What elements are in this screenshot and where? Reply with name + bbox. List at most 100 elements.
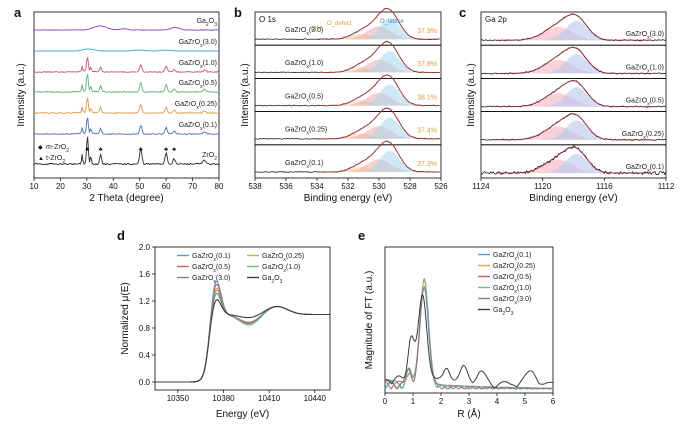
xanes-line [155,280,330,383]
o1s-defect-pct: 37.8% [417,61,437,68]
o1s-x-tick-label: 532 [341,182,355,191]
exafs-x-tick-label: 0 [383,397,388,406]
xrd-line [33,74,220,94]
xanes-x-tick-label: 10350 [167,394,190,403]
peak-marker: ♣ [164,147,168,153]
panel-letter-e: e [358,228,365,243]
exafs-legend-label: GaZrOx(3.0) [493,296,531,306]
panel-c-title: Ga 2p [485,15,507,24]
panel-c-xlabel: Binding energy (eV) [529,193,617,204]
exafs-legend-label: GaZrOx(0.25) [493,263,535,273]
xanes-y-tick-label: 1.2 [139,297,151,306]
ga2p-series-label: GaZrOx(0.25) [622,131,664,141]
ga2p-x-tick-label: 1120 [534,182,552,191]
exafs-x-tick-label: 4 [495,397,500,406]
o1s-component [317,100,441,106]
peak-marker: ♣ [172,147,176,153]
xrd-x-tick-label: 60 [162,182,171,191]
xrd-series-label: GaZrOx(0.5) [179,80,217,90]
xanes-legend-label: GaZrOx(1.0) [262,264,300,274]
exafs-line [384,293,554,389]
xrd-series-label: GaZrOx(0.25) [175,101,217,111]
xanes-x-tick-label: 10440 [304,394,327,403]
o1s-fit [317,41,440,73]
xps-ga2p-box [480,144,667,179]
xrd-series-label: Ga2O3 [197,18,218,28]
xanes-line [155,283,330,383]
ga2p-x-tick-label: 1116 [596,182,613,191]
o1s-x-tick-label: 530 [372,182,386,191]
o1s-fit [317,107,440,140]
xrd-series-label: GaZrOx(0.1) [179,122,217,132]
o1s-component [317,150,441,172]
xps-o1s-box [254,44,442,79]
xps-o1s-box [254,111,442,146]
xanes-line [155,292,330,383]
panel-a-xlabel: 2 Theta (degree) [89,193,163,204]
o1s-series-label: GaZrOx(1.0) [285,60,323,70]
panel-b-xlabel: Binding energy (eV) [304,193,392,204]
panel-letter-a: a [14,5,22,20]
ga2p-component [496,153,651,173]
xanes-line [155,287,330,383]
ga2p-fit [496,146,651,174]
xrd-x-tick-label: 50 [135,182,144,191]
ga2p-component [496,20,651,41]
ga2p-x-tick-label: 1124 [472,182,490,191]
xanes-line [155,289,330,383]
xrd-line [33,57,220,73]
xrd-x-tick-label: 30 [82,182,91,191]
xrd-series-label: ZrO2 [202,152,217,162]
xrd-line [33,117,220,135]
xrd-line [33,48,220,52]
xanes-y-tick-label: 2.0 [139,243,151,252]
o1s-spectrum [254,107,440,140]
xrd-x-tick-label: 70 [188,182,197,191]
exafs-legend-label: Ga2O3 [493,307,514,317]
panel-letter-b: b [234,5,242,20]
panel-e-xlabel: R (Å) [457,407,480,420]
xanes-y-tick-label: 0.4 [139,351,151,360]
exafs-legend-label: GaZrOx(0.5) [493,274,531,284]
o1s-component [317,84,441,106]
panel-letter-c: c [459,5,466,20]
o1s-spectrum [254,74,440,107]
o1s-spectrum [254,40,440,74]
xrd-line [34,136,220,166]
ga2p-x-tick-label: 1112 [658,182,675,191]
peak-marker: ♣ [139,147,143,153]
xrd-x-tick-label: 80 [215,182,224,191]
o1s-annot-defect: O_defect [327,21,352,27]
panel-e-ylabel: Magnitude of FT (a.u.) [364,271,375,370]
legend-label-m: m-ZrO2 [46,144,69,154]
xanes-legend-label: GaZrOx(0.5) [192,264,230,274]
ga2p-series-label: GaZrOx(1.0) [626,64,664,74]
panel-d-frame [154,246,331,391]
ga2p-component [496,54,651,74]
xanes-legend-label: GaZrOx(0.25) [262,253,304,263]
o1s-annot-oh: OH [311,26,322,33]
o1s-x-tick-label: 534 [310,182,324,191]
ga2p-fit [496,13,651,41]
ga2p-series-label: GaZrOx(0.5) [626,98,664,108]
xrd-x-tick-label: 40 [109,182,118,191]
o1s-annot-lattice: O_lattice [380,19,404,25]
exafs-legend-label: GaZrOx(0.1) [493,252,531,262]
o1s-defect-pct: 38.1% [417,94,437,101]
xanes-x-tick-label: 10380 [212,394,235,403]
xrd-series-label: GaZrOx(1.0) [179,60,217,70]
ga2p-component [496,87,651,107]
xrd-line [33,25,220,31]
panel-a-ylabel: Intensity (a.u.) [16,63,27,126]
o1s-x-tick-label: 528 [403,182,417,191]
xps-o1s-box [254,144,442,179]
exafs-line [384,286,553,390]
xanes-y-tick-label: 0.8 [139,324,151,333]
exafs-x-tick-label: 1 [411,397,416,406]
ga2p-component [496,120,651,140]
xanes-y-tick-label: 1.6 [139,270,151,279]
xanes-legend-label: GaZrOx(3.0) [192,275,230,285]
xanes-line [155,299,330,383]
o1s-component [317,51,441,73]
panel-b-title: O 1s [259,15,276,24]
